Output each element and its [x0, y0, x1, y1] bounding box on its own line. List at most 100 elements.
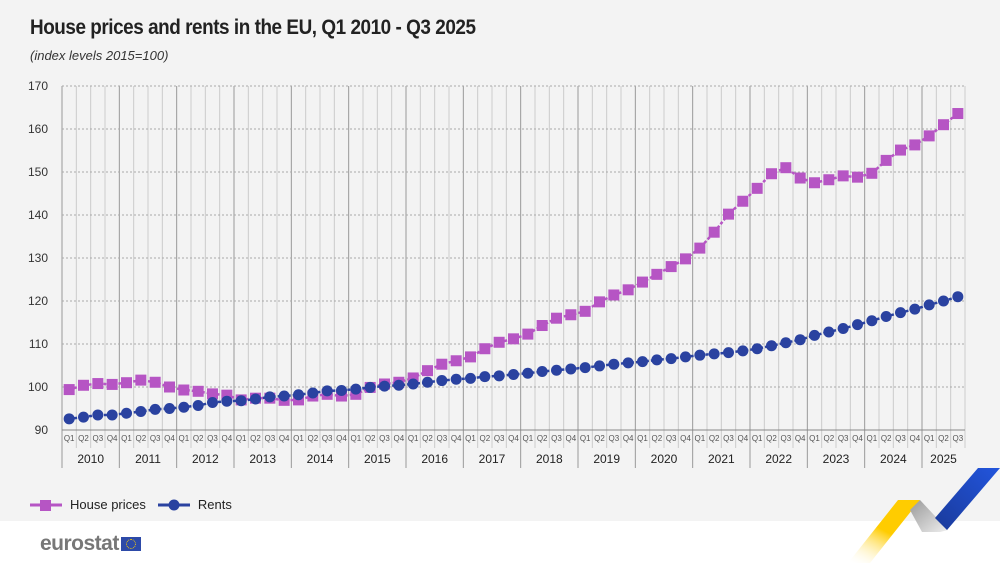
- house-prices-point: [465, 351, 476, 363]
- rents-point: [350, 383, 362, 395]
- house-prices-point: [895, 144, 906, 156]
- rents-point: [680, 351, 691, 363]
- rents-point: [938, 295, 949, 307]
- x-tick-quarter-label: Q3: [895, 434, 906, 443]
- rents-point: [307, 387, 319, 399]
- house-prices-point: [78, 379, 89, 391]
- logo-text: eurostat: [40, 532, 119, 555]
- house-prices-point: [92, 378, 104, 390]
- rents-point: [880, 310, 892, 322]
- house-prices-point: [909, 139, 921, 151]
- x-tick-quarter-label: Q4: [623, 434, 634, 443]
- x-tick-quarter-label: Q4: [508, 434, 519, 443]
- rents-point: [321, 385, 333, 397]
- rents-point: [837, 323, 849, 335]
- x-tick-quarter-label: Q4: [737, 434, 748, 443]
- x-tick-quarter-label: Q2: [250, 434, 261, 443]
- house-prices-point: [665, 261, 677, 273]
- house-prices-point: [121, 377, 132, 389]
- rents-point: [250, 393, 261, 405]
- x-tick-year-label: 2019: [593, 452, 620, 466]
- x-tick-quarter-label: Q2: [78, 434, 89, 443]
- rents-point: [622, 357, 634, 369]
- x-tick-quarter-label: Q3: [780, 434, 791, 443]
- house-prices-point: [766, 168, 777, 180]
- house-prices-point: [708, 226, 720, 238]
- series-line-house-prices: [68, 112, 959, 402]
- x-tick-quarter-label: Q2: [193, 434, 204, 443]
- y-tick-label: 160: [28, 122, 48, 136]
- legend: House prices Rents: [30, 497, 232, 512]
- x-tick-quarter-label: Q1: [580, 434, 591, 443]
- legend-label: House prices: [70, 497, 146, 512]
- x-tick-quarter-label: Q1: [350, 434, 361, 443]
- rents-point: [579, 362, 591, 374]
- rents-point: [293, 389, 304, 401]
- house-prices-point: [694, 242, 706, 254]
- x-tick-quarter-label: Q3: [838, 434, 849, 443]
- rents-point: [407, 378, 419, 390]
- house-prices-point: [952, 108, 964, 120]
- x-tick-quarter-label: Q3: [92, 434, 103, 443]
- chart-background: [0, 0, 1000, 521]
- x-tick-quarter-label: Q1: [465, 434, 476, 443]
- house-prices-point: [594, 296, 605, 308]
- x-tick-quarter-label: Q1: [178, 434, 189, 443]
- house-prices-point: [923, 130, 935, 142]
- legend-item-house-prices: House prices: [30, 497, 146, 512]
- rents-point: [780, 337, 792, 349]
- rents-point: [178, 401, 190, 413]
- house-prices-point: [780, 162, 792, 174]
- y-tick-label: 140: [28, 208, 48, 222]
- x-tick-year-label: 2022: [765, 452, 792, 466]
- house-prices-point: [336, 390, 347, 402]
- house-prices-point: [508, 333, 519, 345]
- rents-point: [952, 291, 964, 303]
- rents-point: [78, 411, 89, 423]
- rents-point: [551, 364, 562, 376]
- rents-point: [737, 345, 749, 357]
- x-tick-quarter-label: Q4: [393, 434, 404, 443]
- rents-point: [809, 329, 820, 341]
- x-tick-quarter-label: Q4: [852, 434, 863, 443]
- house-prices-point: [837, 170, 849, 182]
- house-prices-point: [221, 389, 233, 401]
- y-tick-label: 110: [29, 337, 48, 351]
- x-tick-quarter-label: Q3: [666, 434, 677, 443]
- rents-point: [192, 399, 204, 411]
- rents-point: [465, 372, 476, 384]
- x-tick-quarter-label: Q2: [651, 434, 662, 443]
- x-tick-quarter-label: Q2: [422, 434, 433, 443]
- x-tick-year-label: 2017: [479, 452, 506, 466]
- x-tick-quarter-label: Q2: [823, 434, 834, 443]
- x-tick-year-label: 2025: [930, 452, 957, 466]
- rents-point: [608, 358, 620, 370]
- house-prices-point: [723, 208, 734, 220]
- legend-item-rents: Rents: [157, 497, 232, 512]
- rents-point: [278, 390, 290, 402]
- rents-point: [436, 375, 448, 387]
- x-tick-quarter-label: Q4: [164, 434, 175, 443]
- house-prices-point: [149, 376, 161, 388]
- x-tick-quarter-label: Q2: [881, 434, 892, 443]
- x-tick-quarter-label: Q4: [565, 434, 576, 443]
- rents-point: [479, 371, 491, 383]
- legend-label: Rents: [197, 497, 232, 512]
- house-prices-point: [407, 372, 419, 384]
- house-prices-point: [608, 289, 620, 301]
- x-tick-quarter-label: Q2: [537, 434, 548, 443]
- rents-point: [665, 353, 677, 365]
- x-tick-quarter-label: Q1: [637, 434, 648, 443]
- rents-point: [909, 303, 921, 315]
- rents-point: [866, 315, 878, 327]
- x-tick-quarter-label: Q4: [107, 434, 118, 443]
- house-prices-point: [436, 358, 448, 370]
- x-tick-year-label: 2023: [823, 452, 850, 466]
- rents-point: [393, 379, 405, 391]
- x-tick-quarter-label: Q4: [795, 434, 806, 443]
- rents-point: [766, 340, 777, 352]
- x-tick-year-label: 2021: [708, 452, 735, 466]
- x-tick-quarter-label: Q1: [866, 434, 877, 443]
- x-tick-year-label: 2024: [880, 452, 907, 466]
- x-tick-quarter-label: Q1: [293, 434, 304, 443]
